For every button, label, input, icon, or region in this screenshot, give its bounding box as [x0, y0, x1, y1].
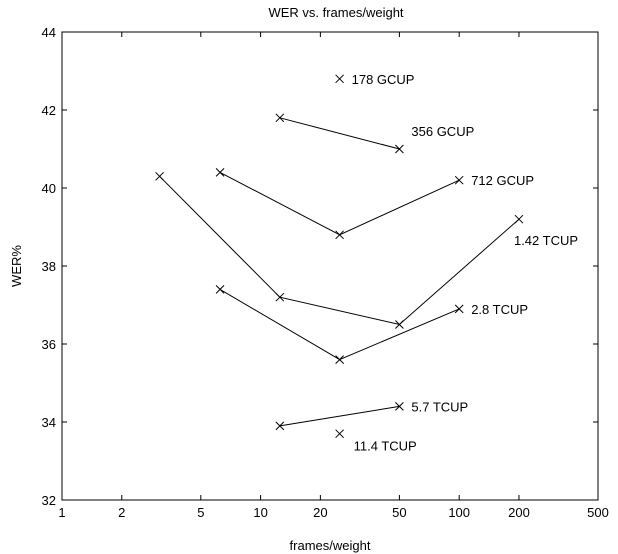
series-line [159, 175, 520, 326]
chart-title: WER vs. frames/weight [268, 5, 403, 20]
series-label: 5.7 TCUP [411, 399, 468, 414]
series-label: 712 GCUP [471, 173, 534, 188]
series-label: 356 GCUP [411, 124, 474, 139]
data-point-marker [155, 171, 164, 181]
x-tick-label: 50 [392, 505, 406, 520]
data-point-marker [215, 168, 225, 177]
series-712-gcup: 712 GCUP [215, 168, 534, 240]
x-tick-label: 1 [58, 505, 65, 520]
data-point-marker [335, 74, 344, 84]
series-5-7-tcup: 5.7 TCUP [275, 399, 468, 431]
data-point-marker [395, 320, 404, 329]
data-point-marker [275, 421, 285, 431]
x-tick-label: 10 [253, 505, 267, 520]
y-axis-title: WER% [9, 245, 24, 287]
data-point-marker [275, 292, 285, 302]
y-tick-label: 40 [42, 181, 56, 196]
y-tick-label: 44 [42, 25, 56, 40]
data-point-marker [335, 230, 344, 240]
y-tick-label: 38 [42, 259, 56, 274]
series-line [219, 288, 460, 361]
x-tick-label: 2 [118, 505, 125, 520]
series-1-42-tcup: 1.42 TCUP [155, 171, 578, 329]
x-tick-label: 200 [508, 505, 530, 520]
x-axis-title: frames/weight [290, 538, 371, 553]
x-tick-label: 100 [448, 505, 470, 520]
series-line [279, 405, 400, 427]
data-point-marker [514, 214, 524, 224]
axis-ticks [61, 31, 599, 501]
data-point-marker [395, 144, 404, 154]
series-label: 11.4 TCUP [354, 439, 417, 454]
data-point-marker [395, 402, 404, 411]
series-356-gcup: 356 GCUP [275, 113, 474, 154]
data-point-marker [275, 113, 285, 123]
series-line [219, 171, 460, 236]
x-tick-label: 500 [587, 505, 609, 520]
tick-labels: 1 2 5 10 20 50 100 200 500 32 34 36 38 40 42 44 [42, 25, 609, 520]
plot-area [61, 31, 599, 501]
series-label: 178 GCUP [352, 72, 415, 87]
series-2-8-tcup: 2.8 TCUP [215, 285, 528, 364]
series-line [279, 117, 400, 150]
series-label: 2.8 TCUP [471, 302, 528, 317]
x-tick-label: 5 [197, 505, 204, 520]
data-point-marker [454, 175, 464, 185]
data-point-marker [335, 429, 344, 439]
series-label: 1.42 TCUP [514, 233, 578, 248]
y-tick-label: 36 [42, 337, 56, 352]
series-178-gcup: 178 GCUP [335, 72, 415, 87]
data-point-marker [454, 304, 464, 314]
series-group: 178 GCUP 356 GCUP 712 GCUP 1.42 TCUP 2.8 TCU… [155, 72, 578, 454]
x-tick-label: 20 [313, 505, 327, 520]
y-tick-label: 42 [42, 103, 56, 118]
series-11-4-tcup: 11.4 TCUP [335, 429, 417, 454]
y-tick-label: 32 [42, 493, 56, 508]
y-tick-label: 34 [42, 415, 56, 430]
data-point-marker [215, 285, 225, 294]
data-point-marker [335, 355, 344, 364]
